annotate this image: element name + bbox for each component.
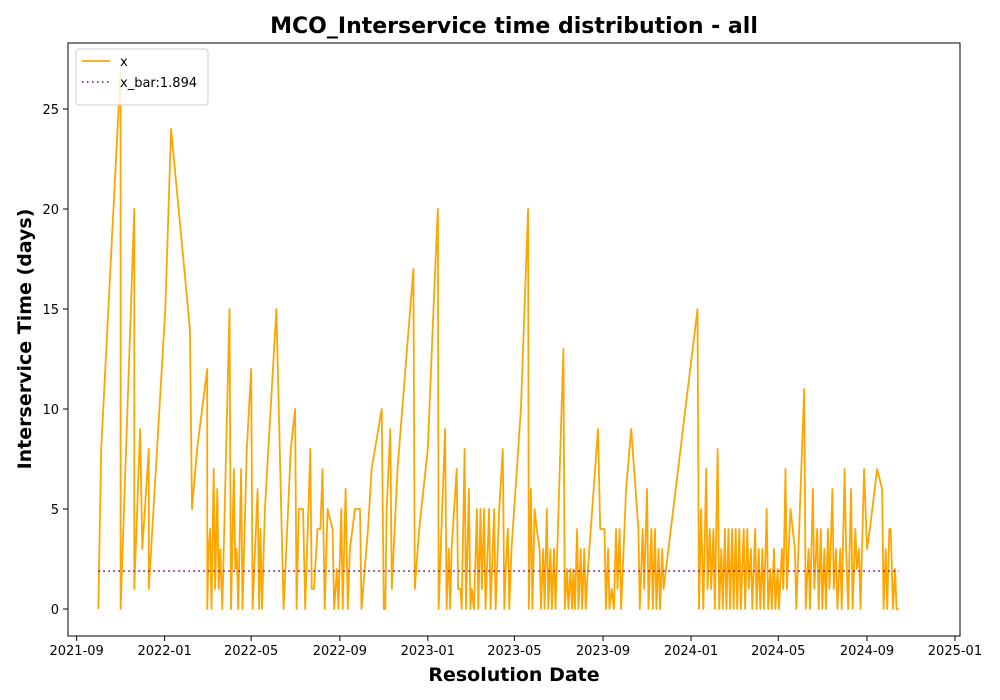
x-axis-label: Resolution Date <box>428 664 599 686</box>
x-tick-label: 2025-01 <box>928 644 982 659</box>
y-tick-label: 25 <box>42 103 59 118</box>
series-line-1 <box>97 68 899 610</box>
y-axis-label: Interservice Time (days) <box>14 209 36 470</box>
y-tick-label: 5 <box>51 503 59 518</box>
y-axis: 0 5 10 15 20 25 <box>42 103 68 618</box>
x-tick-label: 2022-05 <box>224 644 278 659</box>
legend: x x_bar:1.894 <box>75 48 209 106</box>
plot-frame <box>67 42 961 637</box>
chart-title: MCO_Interservice time distribution - all <box>270 14 758 39</box>
legend-label: x_bar:1.894 <box>120 76 197 91</box>
x-tick-label: 2022-01 <box>137 644 191 659</box>
x-tick-label: 2024-09 <box>840 644 894 659</box>
plot-area <box>97 68 899 610</box>
legend-box <box>75 48 209 106</box>
x-tick-label: 2022-09 <box>313 644 367 659</box>
y-tick-label: 0 <box>51 603 59 618</box>
y-tick-label: 10 <box>42 403 59 418</box>
x-tick-label: 2023-01 <box>401 644 455 659</box>
y-tick-label: 15 <box>42 303 59 318</box>
x-tick-label: 2021-09 <box>49 644 103 659</box>
y-tick-label: 20 <box>42 203 59 218</box>
x-tick-label: 2024-01 <box>664 644 718 659</box>
x-tick-label: 2024-05 <box>751 644 805 659</box>
x-tick-label: 2023-05 <box>487 644 541 659</box>
x-axis: 2021-09 2022-01 2022-05 2022-09 2023-01 2023-… <box>49 636 982 659</box>
legend-label: x <box>120 55 128 70</box>
x-tick-label: 2023-09 <box>576 644 630 659</box>
